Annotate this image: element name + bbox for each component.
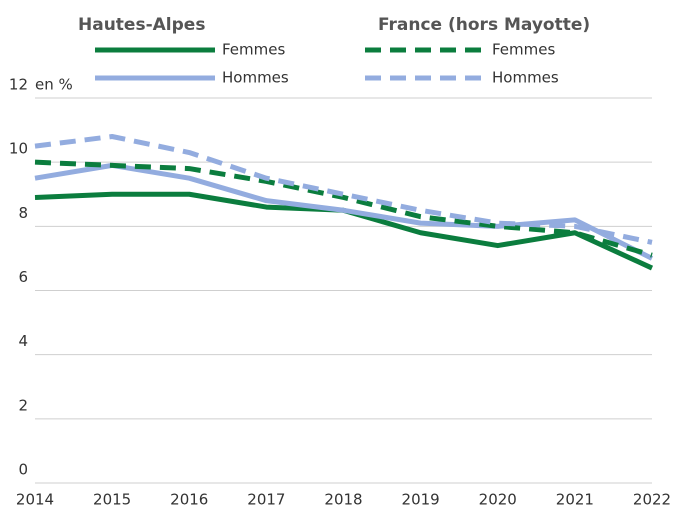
x-tick-label: 2018 [324, 491, 362, 509]
x-tick-label: 2017 [247, 491, 285, 509]
x-tick-label: 2020 [479, 491, 517, 509]
x-tick-label: 2016 [170, 491, 208, 509]
series-line [34, 134, 653, 245]
y-tick-label: 2 [18, 396, 28, 414]
y-tick-label: 0 [18, 461, 28, 479]
y-tick-label: 12 [9, 76, 28, 94]
x-tick-label: 2021 [556, 491, 594, 509]
series-line [34, 162, 654, 261]
legend-group-title: France (hors Mayotte) [378, 15, 590, 35]
x-tick-label: 2019 [402, 491, 440, 509]
y-tick-label: 8 [18, 204, 28, 222]
x-tick-label: 2022 [633, 491, 671, 509]
legend-label: Femmes [222, 41, 285, 59]
y-axis-label: en % [35, 76, 73, 94]
x-tick-label: 2015 [93, 491, 131, 509]
legend-group-title: Hautes-Alpes [78, 15, 205, 35]
y-tick-label: 4 [18, 332, 28, 350]
legend-label: Hommes [222, 69, 289, 87]
x-tick-label: 2014 [16, 491, 54, 509]
series-line [34, 159, 653, 258]
y-tick-label: 10 [9, 140, 28, 158]
y-tick-label: 6 [18, 268, 28, 286]
legend-label: Hommes [492, 69, 559, 87]
legend-label: Femmes [492, 41, 555, 59]
